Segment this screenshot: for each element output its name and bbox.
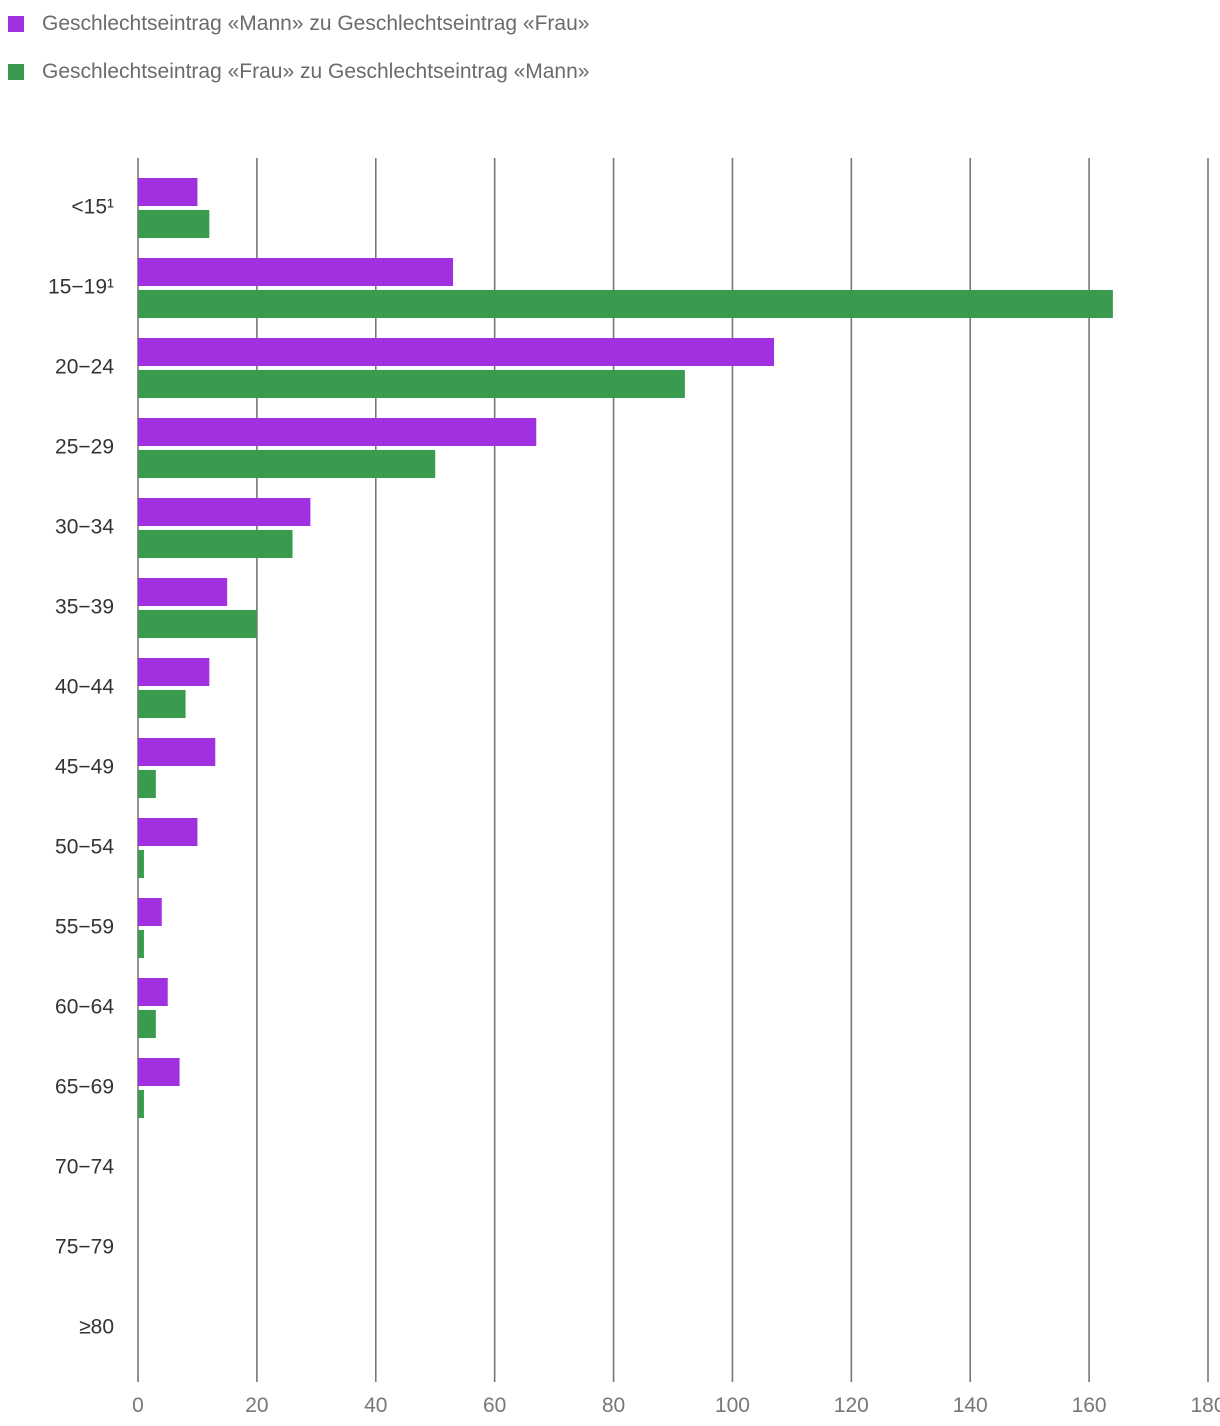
bar-mann-zu-frau <box>138 178 198 206</box>
legend-swatch-purple <box>8 16 24 32</box>
category-label: 25−29 <box>55 436 114 459</box>
legend-swatch-green <box>8 64 24 80</box>
bar-frau-zu-mann <box>138 290 1113 318</box>
bar-frau-zu-mann <box>138 210 210 238</box>
x-tick-label: 140 <box>953 1394 988 1417</box>
x-tick-label: 160 <box>1072 1394 1107 1417</box>
x-tick-label: 40 <box>364 1394 387 1417</box>
category-label: 30−34 <box>55 516 114 539</box>
category-label: 70−74 <box>55 1156 114 1179</box>
bar-mann-zu-frau <box>138 258 454 286</box>
bar-frau-zu-mann <box>138 850 144 878</box>
bar-frau-zu-mann <box>138 530 293 558</box>
bar-mann-zu-frau <box>138 978 168 1006</box>
category-label: 45−49 <box>55 756 114 779</box>
legend-item-mann-zu-frau: Geschlechtseintrag «Mann» zu Geschlechts… <box>8 12 589 36</box>
category-label: 60−64 <box>55 996 114 1019</box>
bar-mann-zu-frau <box>138 898 162 926</box>
category-label: 40−44 <box>55 676 114 699</box>
bar-mann-zu-frau <box>138 658 210 686</box>
x-tick-label: 0 <box>132 1394 144 1417</box>
bar-frau-zu-mann <box>138 770 156 798</box>
bar-frau-zu-mann <box>138 690 186 718</box>
x-tick-label: 180 <box>1190 1394 1220 1417</box>
x-tick-label: 20 <box>245 1394 268 1417</box>
category-label: 35−39 <box>55 596 114 619</box>
category-label: ≥80 <box>79 1316 114 1339</box>
category-label: 75−79 <box>55 1236 114 1259</box>
bar-frau-zu-mann <box>138 1090 144 1118</box>
bar-mann-zu-frau <box>138 1058 180 1086</box>
x-tick-label: 100 <box>715 1394 750 1417</box>
bar-mann-zu-frau <box>138 338 775 366</box>
bar-mann-zu-frau <box>138 818 198 846</box>
category-label: 50−54 <box>55 836 114 859</box>
bar-frau-zu-mann <box>138 610 257 638</box>
x-tick-label: 80 <box>602 1394 625 1417</box>
bar-mann-zu-frau <box>138 418 537 446</box>
category-label: <15¹ <box>71 196 114 219</box>
bar-frau-zu-mann <box>138 370 685 398</box>
bar-frau-zu-mann <box>138 1010 156 1038</box>
category-label: 20−24 <box>55 356 114 379</box>
bar-frau-zu-mann <box>138 450 436 478</box>
legend-label-mann-zu-frau: Geschlechtseintrag «Mann» zu Geschlechts… <box>42 12 590 35</box>
legend-item-frau-zu-mann: Geschlechtseintrag «Frau» zu Geschlechts… <box>8 60 589 84</box>
bar-frau-zu-mann <box>138 930 144 958</box>
legend: Geschlechtseintrag «Mann» zu Geschlechts… <box>8 12 589 108</box>
bar-mann-zu-frau <box>138 498 311 526</box>
legend-label-frau-zu-mann: Geschlechtseintrag «Frau» zu Geschlechts… <box>42 60 590 83</box>
category-label: 55−59 <box>55 916 114 939</box>
bar-mann-zu-frau <box>138 738 216 766</box>
category-label: 65−69 <box>55 1076 114 1099</box>
x-tick-label: 120 <box>834 1394 869 1417</box>
category-label: 15−19¹ <box>48 276 114 299</box>
bar-mann-zu-frau <box>138 578 228 606</box>
x-tick-label: 60 <box>483 1394 506 1417</box>
